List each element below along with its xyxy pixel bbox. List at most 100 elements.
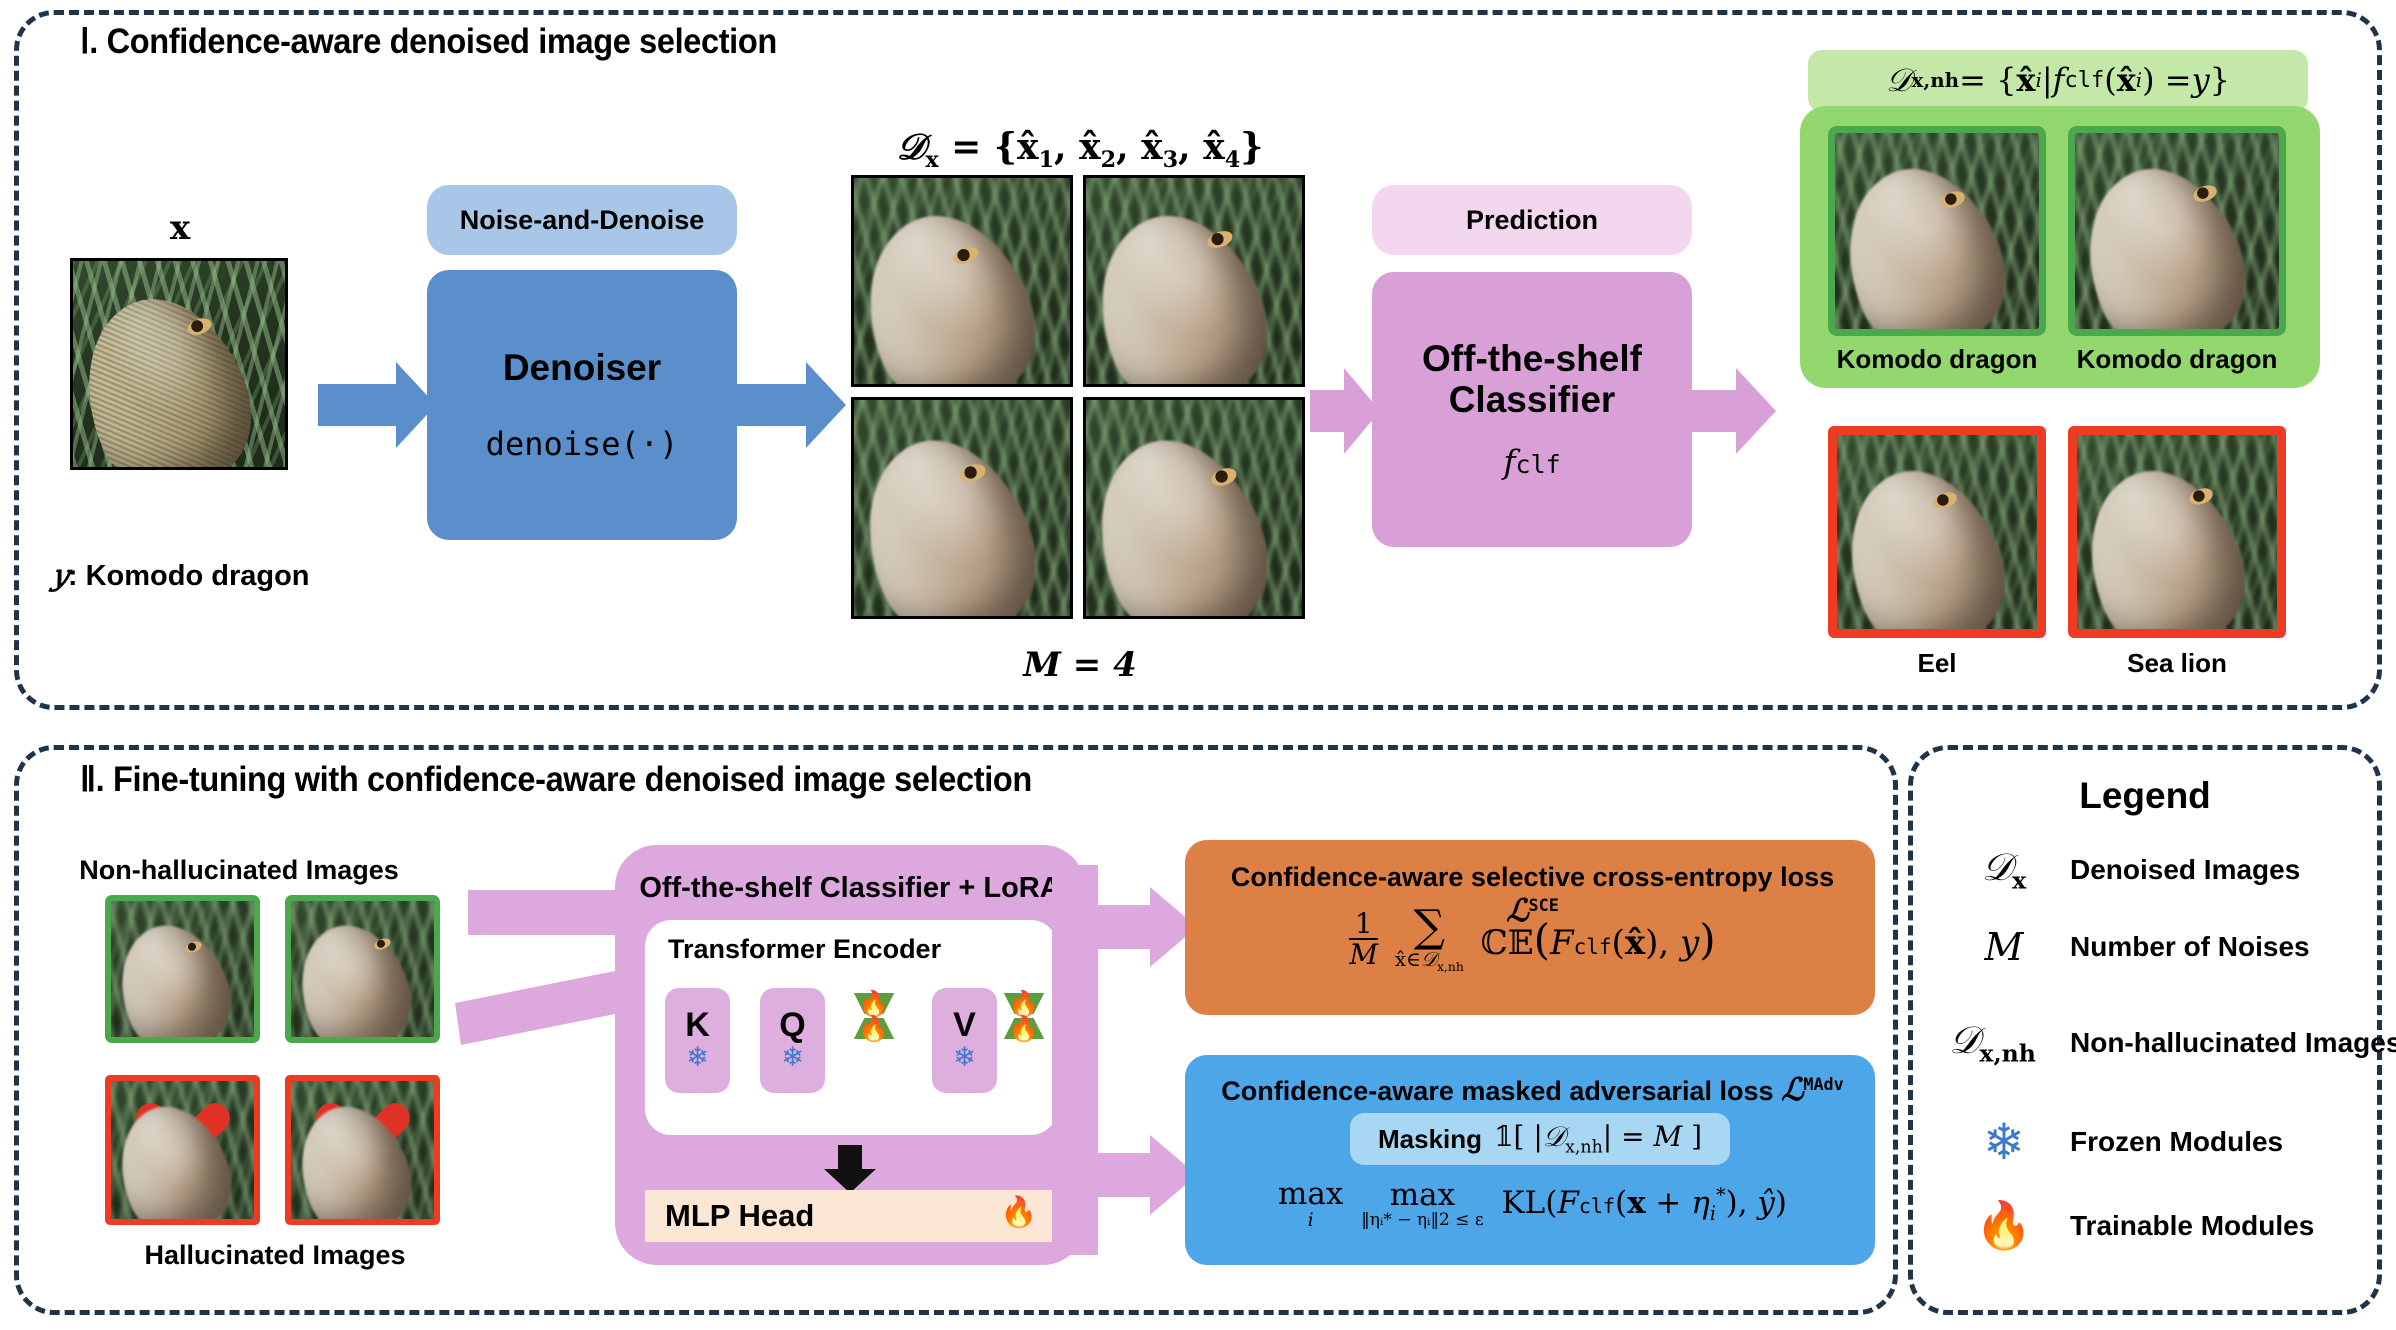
arrow-denoiser-to-denoised [728,362,846,448]
komodo-eye-icon [1209,465,1240,490]
legend-title: Legend [2079,775,2211,816]
arrow-classifier-to-results [1684,368,1776,454]
fire-icon: 🔥 [858,1014,890,1043]
denoised-image-frame [851,397,1073,619]
fire-icon: 🔥 [1975,1199,2033,1251]
attn-block-k: K ❄ [665,988,730,1093]
snowflake-icon: ❄ [686,1042,709,1072]
komodo-eye-icon [1939,188,1968,211]
panel-legend [1908,745,2382,1315]
arrow-encoder-to-mlp [824,1145,876,1193]
legend-row-noises: M Number of Noises [1938,925,2310,969]
sce-loss-title: Confidence-aware selective cross-entropy… [1230,862,1835,929]
hl-thumb-frame [285,1075,440,1225]
mlp-head-box [645,1190,1057,1242]
denoised-image-1 [854,178,1070,384]
rejected-image-2 [2077,435,2277,629]
classifier-function: fclf [1503,442,1561,482]
accepted-image-1 [1835,133,2039,329]
legend-symbol-m: M [1984,925,2024,969]
komodo-eye-icon [372,936,393,952]
legend-row-denoised: 𝒟x Denoised Images [1938,845,2301,895]
classifier-box: Off-the-shelf Classifier fclf [1372,272,1692,547]
denoised-image-frame [851,175,1073,387]
denoised-image-frame [1083,175,1305,387]
panel-1-title: Ⅰ. Confidence-aware denoised image selec… [80,22,777,61]
arrow-denoised-to-classifier [1310,368,1380,454]
hl-thumb-2 [291,1081,434,1219]
hl-thumb-1 [111,1081,254,1219]
hallucinated-label: Hallucinated Images [144,1240,406,1270]
accepted-label-2: Komodo dragon [2076,344,2278,374]
masking-label: Masking [1377,1123,1483,1154]
input-image [73,261,285,467]
prediction-badge: Prediction [1372,185,1692,255]
legend-text-frozen: Frozen Modules [2070,1126,2284,1157]
legend-text-trainable: Trainable Modules [2070,1209,2315,1241]
accepted-image-2 [2075,133,2279,329]
rejected-image-frame [1828,426,2046,638]
reject-x-icon [291,1081,434,1219]
nh-thumb-frame [105,895,260,1043]
denoise-function: denoise(·) [485,424,679,463]
masking-chip: Masking 𝟙[ |𝒟x,nh| = M ] [1350,1113,1730,1165]
denoised-image-4 [1086,400,1302,616]
nh-thumb-frame [285,895,440,1043]
komodo-eye-icon [951,244,982,268]
reject-x-icon [111,1081,254,1219]
sce-loss-formula: 1 M ∑ x̂∈𝒟x,nh ℂ𝔼(Fclf(x̂), y) [1349,901,1716,974]
rejected-image-frame [2068,426,2286,638]
fire-icon: 🔥 [858,989,890,1018]
komodo-eye-icon [957,460,988,485]
attn-block-v: V ❄ [932,988,997,1093]
panel-fine-tuning [14,745,1898,1315]
attn-q-letter: Q [779,1006,806,1044]
fire-icon: 🔥 [1008,1014,1040,1043]
accepted-label-1: Komodo dragon [1836,344,2038,374]
denoiser-title: Denoiser [502,347,662,389]
noise-and-denoise-badge: Noise-and-Denoise [427,185,737,255]
mlp-head-label: MLP Head [665,1198,815,1233]
encoder-title: Transformer Encoder [668,934,942,964]
denoised-image-2 [1086,178,1302,384]
denoised-set-formula: 𝒟x = {x̂1, x̂2, x̂3, x̂4} [896,126,1264,174]
classifier-title-line1: Off-the-shelf [1422,337,1642,379]
legend-text-nonhallucinated: Non-hallucinated Images [2070,1026,2396,1058]
nh-thumb-2 [291,901,434,1037]
m-equals-label: M = 4 [1023,645,1137,685]
arrow-hl-to-model [455,965,650,1045]
snowflake-icon: ❄ [953,1042,976,1072]
attn-v-letter: V [953,1006,976,1044]
madv-loss-title: Confidence-aware masked adversarial loss… [1221,1072,1844,1108]
model-title: Off-the-shelf Classifier + LoRA [639,872,1061,904]
snowflake-icon: ❄ [781,1042,804,1072]
masking-formula: 𝟙[ |𝒟x,nh| = M ] [1494,1120,1702,1158]
sce-sum-subscript: x̂∈𝒟x,nh [1394,947,1464,974]
legend-row-trainable: 🔥 Trainable Modules [1938,1198,2314,1253]
lora-adapter-2: 🔥 🔥 [1000,990,1048,1043]
input-x-label: x [169,208,191,248]
rejected-label-2: Sea lion [2127,648,2227,678]
denoised-image-3 [854,400,1070,616]
rejected-label-1: Eel [1917,648,1957,678]
komodo-eye-icon [1931,489,1959,512]
fire-icon: 🔥 [1008,989,1040,1018]
arrow-model-to-losses [1052,865,1197,1255]
classifier-title-line2: Classifier [1448,379,1616,421]
legend-symbol-dx: 𝒟x [1981,845,2027,895]
legend-row-nonhallucinated: 𝒟x,nh Non-hallucinated Images [1915,1018,2396,1068]
input-image-frame [70,258,288,470]
legend-text-denoised: Denoised Images [2070,853,2301,885]
arrow-input-to-denoiser [318,362,436,448]
arrow-nh-to-model [468,890,648,935]
snowflake-icon: ❄ [1983,1114,2025,1170]
komodo-eye-icon [2187,485,2215,508]
komodo-eye-icon [1205,227,1235,251]
denoised-image-frame [1083,397,1305,619]
input-y-label: 𝑦: Komodo dragon [51,558,310,592]
attn-block-q: Q ❄ [760,988,825,1093]
komodo-eye-icon [184,939,204,955]
fire-icon: 🔥 [1000,1196,1038,1229]
legend-row-frozen: ❄ Frozen Modules [1938,1113,2283,1171]
